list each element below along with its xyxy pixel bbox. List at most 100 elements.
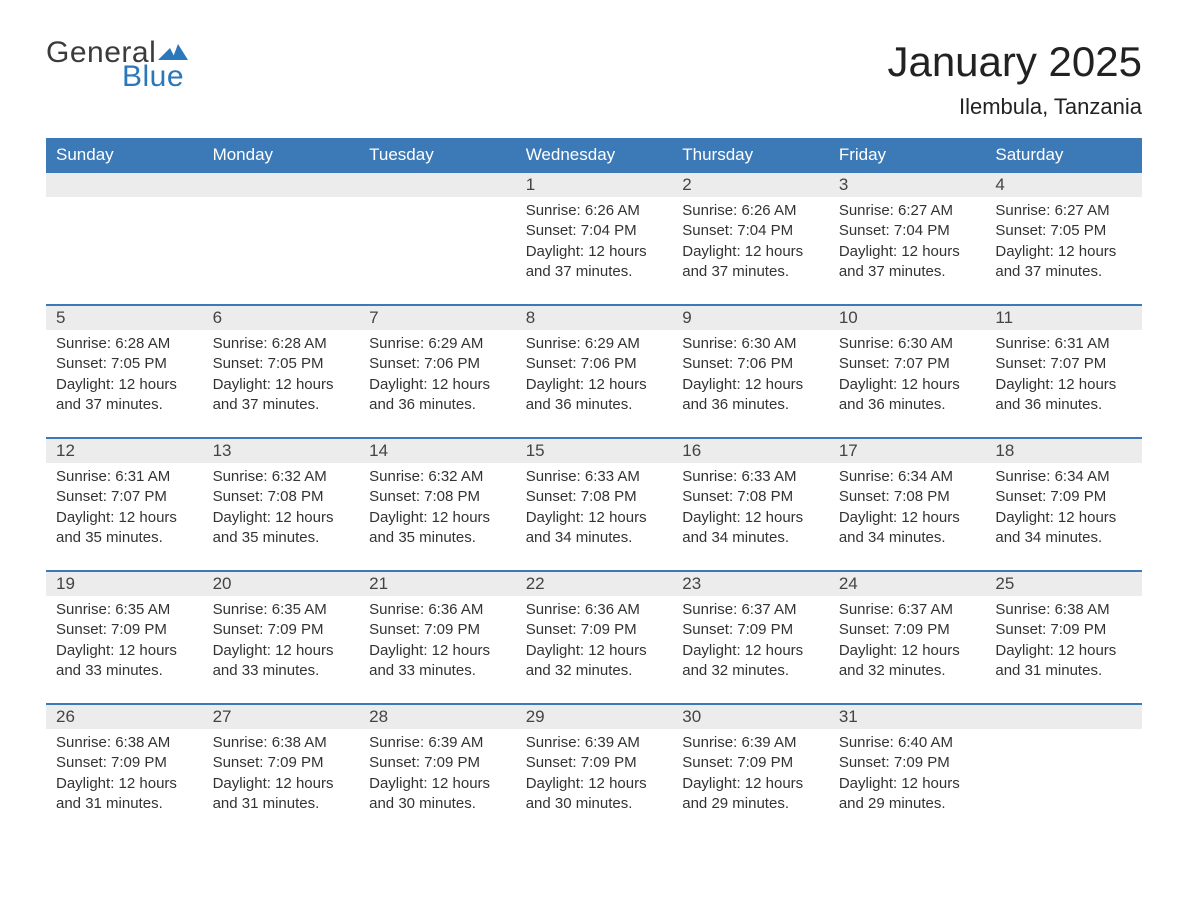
weekday-header: Thursday	[672, 139, 829, 173]
empty-cell	[359, 172, 516, 197]
empty-cell	[46, 172, 203, 197]
day-number: 15	[516, 438, 673, 463]
day-detail: Sunrise: 6:39 AMSunset: 7:09 PMDaylight:…	[359, 729, 516, 837]
sunset-line: Sunset: 7:09 PM	[995, 620, 1132, 640]
sunrise-line: Sunrise: 6:38 AM	[56, 733, 193, 753]
sunrise-line: Sunrise: 6:35 AM	[56, 600, 193, 620]
daylight-line: Daylight: 12 hours and 31 minutes.	[995, 641, 1132, 682]
sunset-line: Sunset: 7:09 PM	[682, 753, 819, 773]
daylight-line: Daylight: 12 hours and 36 minutes.	[682, 375, 819, 416]
day-number: 26	[46, 704, 203, 729]
day-number: 10	[829, 305, 986, 330]
sunset-line: Sunset: 7:05 PM	[995, 221, 1132, 241]
day-detail: Sunrise: 6:38 AMSunset: 7:09 PMDaylight:…	[46, 729, 203, 837]
daylight-line: Daylight: 12 hours and 37 minutes.	[56, 375, 193, 416]
day-number: 5	[46, 305, 203, 330]
day-number: 29	[516, 704, 673, 729]
sunset-line: Sunset: 7:09 PM	[56, 620, 193, 640]
weekday-header: Friday	[829, 139, 986, 173]
title-block: January 2025 Ilembula, Tanzania	[887, 38, 1142, 120]
day-detail: Sunrise: 6:27 AMSunset: 7:05 PMDaylight:…	[985, 197, 1142, 305]
day-detail: Sunrise: 6:33 AMSunset: 7:08 PMDaylight:…	[516, 463, 673, 571]
sunset-line: Sunset: 7:09 PM	[56, 753, 193, 773]
sunrise-line: Sunrise: 6:32 AM	[369, 467, 506, 487]
sunset-line: Sunset: 7:06 PM	[369, 354, 506, 374]
weekday-header: Saturday	[985, 139, 1142, 173]
daylight-line: Daylight: 12 hours and 37 minutes.	[213, 375, 350, 416]
sunrise-line: Sunrise: 6:37 AM	[682, 600, 819, 620]
day-number: 3	[829, 172, 986, 197]
day-detail: Sunrise: 6:35 AMSunset: 7:09 PMDaylight:…	[46, 596, 203, 704]
week-detail-row: Sunrise: 6:26 AMSunset: 7:04 PMDaylight:…	[46, 197, 1142, 305]
daylight-line: Daylight: 12 hours and 36 minutes.	[526, 375, 663, 416]
daylight-line: Daylight: 12 hours and 37 minutes.	[526, 242, 663, 283]
day-detail: Sunrise: 6:37 AMSunset: 7:09 PMDaylight:…	[829, 596, 986, 704]
daylight-line: Daylight: 12 hours and 30 minutes.	[526, 774, 663, 815]
daylight-line: Daylight: 12 hours and 33 minutes.	[369, 641, 506, 682]
day-detail: Sunrise: 6:39 AMSunset: 7:09 PMDaylight:…	[516, 729, 673, 837]
empty-cell	[46, 197, 203, 305]
sunset-line: Sunset: 7:09 PM	[369, 620, 506, 640]
sunrise-line: Sunrise: 6:28 AM	[56, 334, 193, 354]
day-detail: Sunrise: 6:26 AMSunset: 7:04 PMDaylight:…	[516, 197, 673, 305]
sunset-line: Sunset: 7:05 PM	[56, 354, 193, 374]
sunset-line: Sunset: 7:09 PM	[526, 753, 663, 773]
day-number: 9	[672, 305, 829, 330]
sunrise-line: Sunrise: 6:26 AM	[682, 201, 819, 221]
daylight-line: Daylight: 12 hours and 32 minutes.	[526, 641, 663, 682]
day-detail: Sunrise: 6:31 AMSunset: 7:07 PMDaylight:…	[46, 463, 203, 571]
sunset-line: Sunset: 7:07 PM	[995, 354, 1132, 374]
sunset-line: Sunset: 7:09 PM	[213, 753, 350, 773]
sunset-line: Sunset: 7:04 PM	[526, 221, 663, 241]
sunrise-line: Sunrise: 6:34 AM	[839, 467, 976, 487]
weekday-header: Wednesday	[516, 139, 673, 173]
day-number: 17	[829, 438, 986, 463]
sunrise-line: Sunrise: 6:37 AM	[839, 600, 976, 620]
sunset-line: Sunset: 7:09 PM	[369, 753, 506, 773]
sunrise-line: Sunrise: 6:26 AM	[526, 201, 663, 221]
day-detail: Sunrise: 6:28 AMSunset: 7:05 PMDaylight:…	[46, 330, 203, 438]
daylight-line: Daylight: 12 hours and 34 minutes.	[526, 508, 663, 549]
day-number: 4	[985, 172, 1142, 197]
sunset-line: Sunset: 7:06 PM	[526, 354, 663, 374]
sunrise-line: Sunrise: 6:33 AM	[526, 467, 663, 487]
week-detail-row: Sunrise: 6:38 AMSunset: 7:09 PMDaylight:…	[46, 729, 1142, 837]
daylight-line: Daylight: 12 hours and 34 minutes.	[839, 508, 976, 549]
daylight-line: Daylight: 12 hours and 30 minutes.	[369, 774, 506, 815]
day-detail: Sunrise: 6:28 AMSunset: 7:05 PMDaylight:…	[203, 330, 360, 438]
daylight-line: Daylight: 12 hours and 29 minutes.	[839, 774, 976, 815]
sunset-line: Sunset: 7:09 PM	[995, 487, 1132, 507]
sunrise-line: Sunrise: 6:32 AM	[213, 467, 350, 487]
day-detail: Sunrise: 6:33 AMSunset: 7:08 PMDaylight:…	[672, 463, 829, 571]
day-detail: Sunrise: 6:34 AMSunset: 7:08 PMDaylight:…	[829, 463, 986, 571]
day-number: 28	[359, 704, 516, 729]
daylight-line: Daylight: 12 hours and 31 minutes.	[56, 774, 193, 815]
day-number: 13	[203, 438, 360, 463]
day-number: 22	[516, 571, 673, 596]
daylight-line: Daylight: 12 hours and 31 minutes.	[213, 774, 350, 815]
day-detail: Sunrise: 6:31 AMSunset: 7:07 PMDaylight:…	[985, 330, 1142, 438]
weekday-header-row: SundayMondayTuesdayWednesdayThursdayFrid…	[46, 139, 1142, 173]
day-detail: Sunrise: 6:36 AMSunset: 7:09 PMDaylight:…	[516, 596, 673, 704]
sunrise-line: Sunrise: 6:33 AM	[682, 467, 819, 487]
sunrise-line: Sunrise: 6:39 AM	[526, 733, 663, 753]
day-detail: Sunrise: 6:38 AMSunset: 7:09 PMDaylight:…	[203, 729, 360, 837]
day-detail: Sunrise: 6:34 AMSunset: 7:09 PMDaylight:…	[985, 463, 1142, 571]
sunrise-line: Sunrise: 6:38 AM	[995, 600, 1132, 620]
week-detail-row: Sunrise: 6:35 AMSunset: 7:09 PMDaylight:…	[46, 596, 1142, 704]
day-detail: Sunrise: 6:40 AMSunset: 7:09 PMDaylight:…	[829, 729, 986, 837]
week-detail-row: Sunrise: 6:28 AMSunset: 7:05 PMDaylight:…	[46, 330, 1142, 438]
daylight-line: Daylight: 12 hours and 35 minutes.	[213, 508, 350, 549]
calendar-table: SundayMondayTuesdayWednesdayThursdayFrid…	[46, 138, 1142, 837]
daylight-line: Daylight: 12 hours and 36 minutes.	[369, 375, 506, 416]
daylight-line: Daylight: 12 hours and 34 minutes.	[995, 508, 1132, 549]
day-number: 19	[46, 571, 203, 596]
sunrise-line: Sunrise: 6:31 AM	[995, 334, 1132, 354]
sunrise-line: Sunrise: 6:36 AM	[526, 600, 663, 620]
day-detail: Sunrise: 6:32 AMSunset: 7:08 PMDaylight:…	[359, 463, 516, 571]
location-label: Ilembula, Tanzania	[887, 94, 1142, 120]
day-detail: Sunrise: 6:36 AMSunset: 7:09 PMDaylight:…	[359, 596, 516, 704]
day-number: 2	[672, 172, 829, 197]
empty-cell	[203, 197, 360, 305]
week-number-row: 567891011	[46, 305, 1142, 330]
